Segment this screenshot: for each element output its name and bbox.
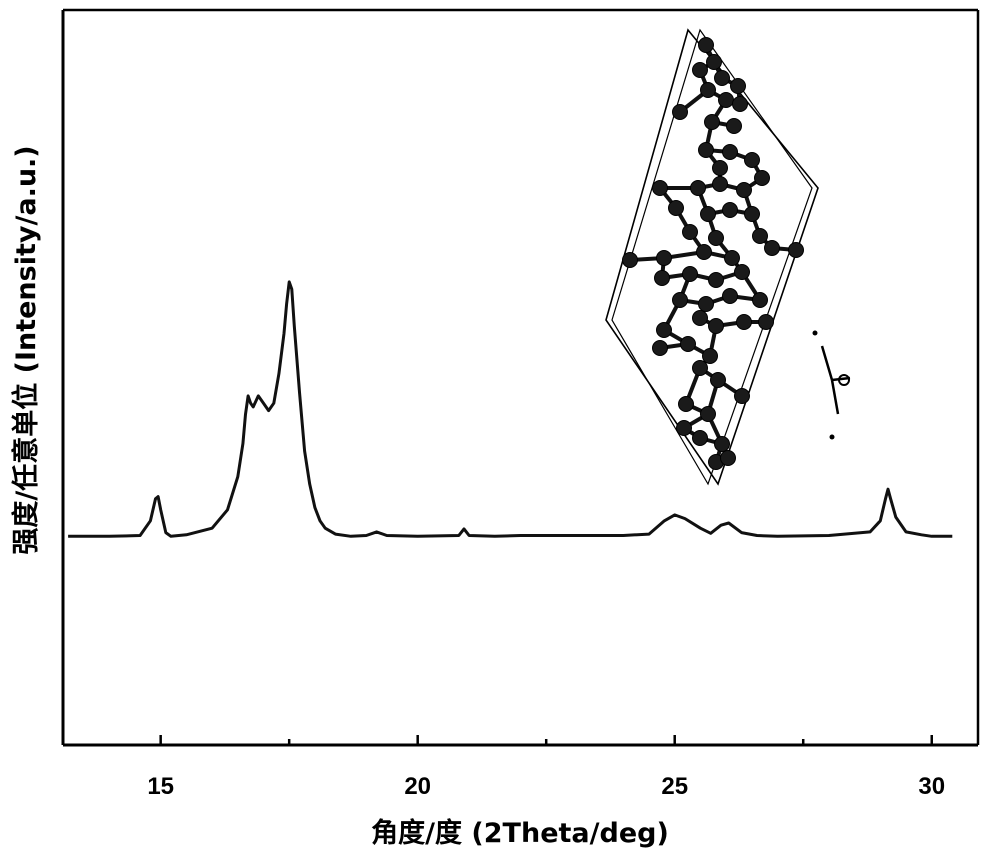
orientation-origin xyxy=(838,374,850,386)
atom xyxy=(722,288,738,304)
atom xyxy=(690,180,706,196)
atom xyxy=(754,170,770,186)
x-tick-label: 15 xyxy=(147,773,174,800)
orientation-axis xyxy=(820,345,834,381)
series-line xyxy=(68,280,953,538)
atom xyxy=(736,182,752,198)
atom xyxy=(712,160,728,176)
atom xyxy=(696,244,712,260)
unit-cell-outline-inner xyxy=(611,28,813,486)
atom xyxy=(726,118,742,134)
atom xyxy=(702,348,718,364)
orientation-axis xyxy=(831,376,851,382)
atom xyxy=(730,78,746,94)
atom xyxy=(706,54,722,70)
atom xyxy=(698,296,714,312)
atom xyxy=(732,96,748,112)
atom xyxy=(718,92,734,108)
atom xyxy=(700,206,716,222)
orientation-axis xyxy=(830,379,840,415)
atom xyxy=(724,250,740,266)
atom xyxy=(712,176,728,192)
x-tick-label: 25 xyxy=(661,773,688,800)
atom xyxy=(622,252,638,268)
atom xyxy=(654,270,670,286)
atom xyxy=(752,228,768,244)
atom xyxy=(734,388,750,404)
atom xyxy=(698,142,714,158)
atom xyxy=(708,230,724,246)
x-tick-label: 30 xyxy=(918,773,945,800)
atom xyxy=(710,372,726,388)
atom xyxy=(714,436,730,452)
atom xyxy=(656,250,672,266)
plot-frame xyxy=(61,8,980,747)
atom xyxy=(680,336,696,352)
atom xyxy=(722,144,738,160)
atom xyxy=(788,242,804,258)
atom xyxy=(692,310,708,326)
atom xyxy=(758,314,774,330)
atom xyxy=(682,266,698,282)
orientation-dot xyxy=(829,434,835,440)
atom xyxy=(692,62,708,78)
atom xyxy=(692,430,708,446)
atom xyxy=(668,200,684,216)
atom xyxy=(652,180,668,196)
x-tick-labels: 15 20 25 30 xyxy=(147,773,945,800)
atom xyxy=(692,360,708,376)
atom xyxy=(720,450,736,466)
atom xyxy=(676,420,692,436)
atom xyxy=(764,240,780,256)
atom xyxy=(736,314,752,330)
y-axis-title: 强度/任意单位 (Intensity/a.u.) xyxy=(10,145,42,554)
atom xyxy=(752,292,768,308)
atom xyxy=(744,206,760,222)
atom xyxy=(704,114,720,130)
x-axis-title: 角度/度 (2Theta/deg) xyxy=(371,817,669,849)
atom xyxy=(700,406,716,422)
atom xyxy=(708,272,724,288)
atom xyxy=(698,37,714,53)
atom xyxy=(722,202,738,218)
x-tick-label: 20 xyxy=(404,773,431,800)
orientation-dot xyxy=(812,330,818,336)
crystal-structure-inset xyxy=(605,28,851,486)
atom xyxy=(672,292,688,308)
atom xyxy=(678,396,694,412)
atom xyxy=(700,82,716,98)
x-ticks xyxy=(159,735,933,745)
atom xyxy=(682,224,698,240)
atom xyxy=(672,104,688,120)
atom xyxy=(744,152,760,168)
atom xyxy=(734,264,750,280)
atom xyxy=(656,322,672,338)
atom xyxy=(652,340,668,356)
atom xyxy=(708,318,724,334)
atom xyxy=(714,70,730,86)
